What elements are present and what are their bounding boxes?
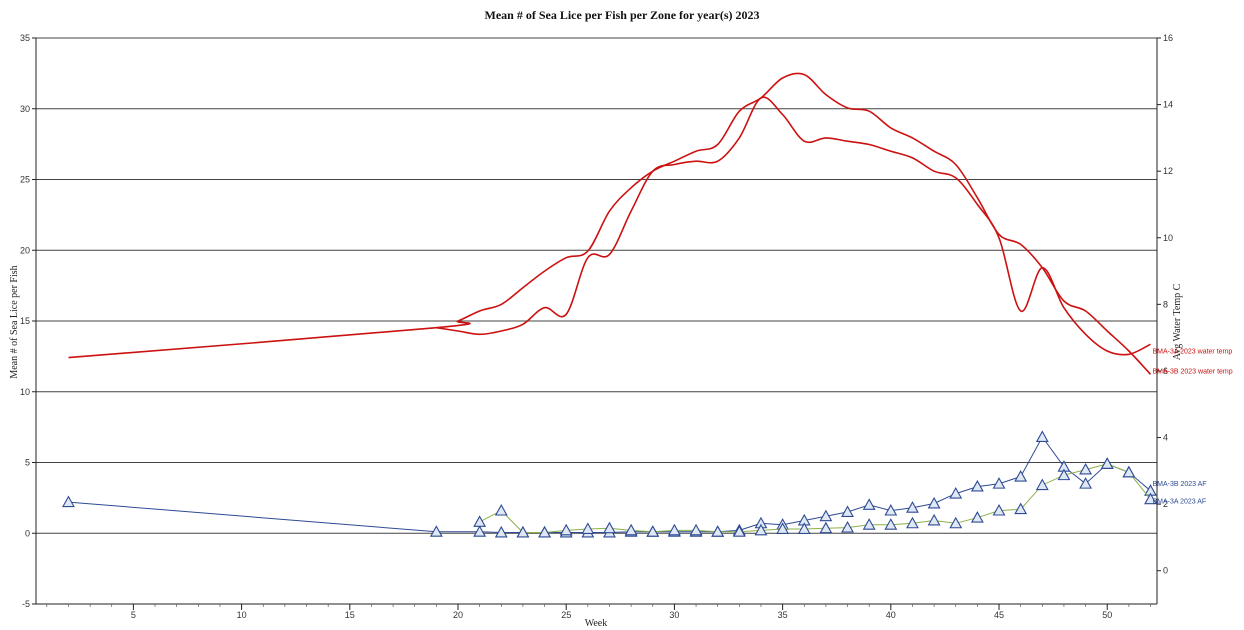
series-2-point-20 bbox=[862, 498, 876, 510]
series-2-point-0 bbox=[62, 495, 75, 508]
series-3-point-9 bbox=[667, 523, 681, 536]
y-tick-label-1: 0 bbox=[25, 528, 30, 538]
x-axis-label: Week bbox=[585, 618, 608, 629]
series-3-point-10 bbox=[689, 523, 703, 536]
series-3-point-17 bbox=[841, 520, 854, 533]
x-tick-label-8: 45 bbox=[994, 610, 1004, 620]
series-3-point-4 bbox=[559, 523, 573, 536]
series-1 bbox=[436, 96, 1151, 356]
series-end-label-0: BMA-3B 2023 water temp bbox=[1153, 368, 1233, 375]
y2-tick-label-1: 2 bbox=[1163, 499, 1168, 509]
y2-tick-label-0: 0 bbox=[1163, 566, 1168, 576]
x-axis-ticks: 5 10 15 20 25 30 35 40 45 50 bbox=[46, 604, 1151, 620]
series-3-point-21 bbox=[927, 513, 941, 526]
y2-tick-label-2: 4 bbox=[1163, 433, 1168, 443]
series-3-point-15 bbox=[797, 522, 811, 534]
series-2 bbox=[62, 430, 1157, 538]
y-tick-label-5: 20 bbox=[20, 245, 30, 255]
series-2-point-22 bbox=[906, 501, 919, 513]
y-tick-label-6: 25 bbox=[20, 175, 30, 185]
y2-tick-label-8: 16 bbox=[1163, 33, 1173, 43]
y2-tick-label-4: 8 bbox=[1163, 299, 1168, 309]
series-3-point-24 bbox=[992, 503, 1006, 516]
x-tick-label-2: 15 bbox=[345, 610, 355, 620]
chart-title: Mean # of Sea Lice per Fish per Zone for… bbox=[485, 8, 760, 22]
x-tick-label-0: 5 bbox=[131, 610, 136, 620]
x-tick-label-5: 30 bbox=[669, 610, 679, 620]
x-tick-label-4: 25 bbox=[561, 610, 571, 620]
y2-axis-ticks: 0 2 4 6 8 10 12 14 16 bbox=[1157, 33, 1173, 576]
series-3-point-14 bbox=[776, 522, 790, 534]
series-0 bbox=[68, 72, 1152, 375]
series-end-label-1: BMA-3A 2023 water temp bbox=[1153, 348, 1233, 355]
y-axis-ticks: -5 0 5 10 15 20 25 30 35 bbox=[20, 33, 36, 609]
series-2-point-26 bbox=[992, 477, 1006, 489]
series-3-point-7 bbox=[624, 523, 638, 536]
series-3-point-22 bbox=[949, 516, 963, 529]
y-tick-label-3: 10 bbox=[20, 387, 30, 397]
y-tick-label-4: 15 bbox=[20, 316, 30, 326]
series-line-1 bbox=[436, 96, 1151, 356]
series-end-label-2: BMA-3B 2023 AF bbox=[1153, 481, 1207, 488]
series-layer bbox=[62, 72, 1157, 538]
series-2-point-25 bbox=[970, 479, 984, 492]
x-tick-label-6: 35 bbox=[778, 610, 788, 620]
x-tick-label-1: 10 bbox=[237, 610, 247, 620]
series-end-labels: BMA-3B 2023 water temp BMA-3A 2023 water … bbox=[1153, 348, 1233, 505]
series-2-point-18 bbox=[819, 509, 833, 522]
series-2-point-28 bbox=[1035, 430, 1049, 442]
y-tick-label-0: -5 bbox=[22, 599, 30, 609]
series-2-point-27 bbox=[1014, 470, 1028, 482]
series-3-point-29 bbox=[1100, 457, 1114, 469]
series-2-point-23 bbox=[927, 496, 941, 509]
y-tick-label-7: 30 bbox=[20, 104, 30, 114]
series-3-point-30 bbox=[1122, 465, 1136, 478]
series-3-point-31 bbox=[1144, 492, 1157, 505]
series-line-3 bbox=[479, 463, 1151, 533]
series-3-point-0 bbox=[473, 515, 487, 527]
y2-axis-label: Avg Water Temp C bbox=[1172, 283, 1183, 360]
series-3-point-26 bbox=[1035, 478, 1049, 491]
series-3-point-23 bbox=[970, 511, 984, 523]
series-2-point-19 bbox=[841, 505, 854, 517]
y2-tick-label-7: 14 bbox=[1163, 100, 1173, 110]
series-2-point-30 bbox=[1079, 477, 1093, 489]
series-3-point-3 bbox=[538, 525, 551, 538]
x-tick-label-3: 20 bbox=[453, 610, 463, 620]
series-3-point-28 bbox=[1079, 462, 1093, 475]
series-3-point-12 bbox=[732, 525, 746, 537]
series-3-point-6 bbox=[603, 521, 616, 534]
y-axis-label: Mean # of Sea Lice per Fish bbox=[9, 265, 20, 378]
series-3-point-2 bbox=[516, 525, 530, 538]
x-tick-label-7: 40 bbox=[886, 610, 896, 620]
y-tick-label-2: 5 bbox=[25, 458, 30, 468]
series-3-point-5 bbox=[581, 522, 595, 534]
series-3-point-20 bbox=[906, 516, 919, 529]
y2-tick-label-6: 12 bbox=[1163, 166, 1173, 176]
series-end-label-3: BMA-3A 2023 AF bbox=[1153, 498, 1207, 505]
series-3-point-16 bbox=[819, 521, 833, 534]
series-2-point-3 bbox=[494, 525, 508, 538]
series-3-point-1 bbox=[494, 503, 508, 516]
series-2-point-2 bbox=[473, 525, 487, 537]
series-3-point-13 bbox=[754, 523, 768, 536]
x-tick-label-9: 50 bbox=[1102, 610, 1112, 620]
series-3-point-11 bbox=[711, 525, 725, 537]
series-2-point-24 bbox=[949, 486, 963, 499]
series-2-point-21 bbox=[884, 503, 898, 516]
series-2-point-1 bbox=[429, 525, 443, 537]
series-line-2 bbox=[68, 436, 1151, 533]
grid-lines bbox=[36, 37, 1157, 605]
y2-tick-label-5: 10 bbox=[1163, 233, 1173, 243]
series-line-0 bbox=[68, 72, 1152, 375]
y2-tick-label-3: 6 bbox=[1163, 366, 1168, 376]
series-3-point-27 bbox=[1057, 468, 1071, 481]
series-3-point-25 bbox=[1014, 502, 1028, 515]
series-3 bbox=[473, 457, 1157, 538]
series-3-point-18 bbox=[862, 518, 876, 530]
series-3-point-19 bbox=[884, 518, 898, 530]
y-tick-label-8: 35 bbox=[20, 33, 30, 43]
series-3-point-8 bbox=[646, 525, 660, 537]
